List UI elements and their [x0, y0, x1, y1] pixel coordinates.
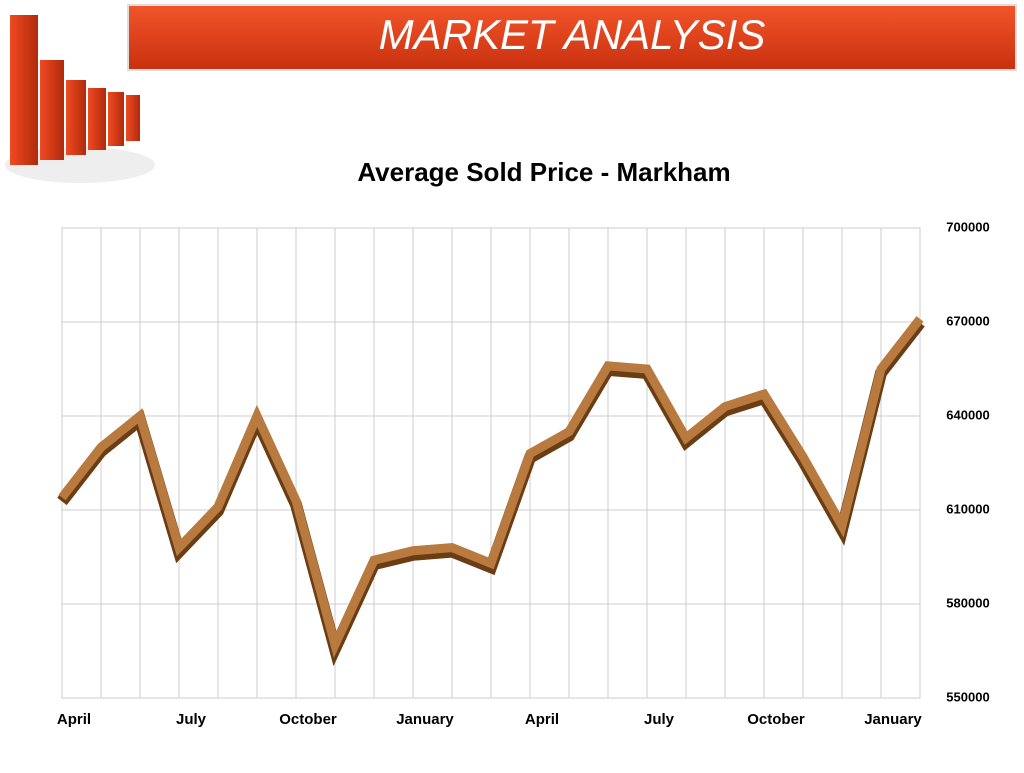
y-tick-label: 700000 [946, 219, 989, 234]
y-tick-label: 610000 [946, 501, 989, 516]
y-tick-label: 550000 [946, 689, 989, 704]
plot: April July October January April July October J… [57, 219, 990, 728]
data-line [58, 316, 924, 658]
x-tick-label: July [176, 711, 207, 728]
x-tick-label: January [864, 711, 922, 728]
header-title: MARKET ANALYSIS [379, 11, 766, 58]
logo-icon [5, 15, 155, 183]
x-tick-label: October [747, 711, 805, 728]
header-bar [127, 4, 1017, 71]
x-tick-label: April [525, 711, 559, 728]
x-tick-label: October [279, 711, 337, 728]
y-tick-label: 670000 [946, 313, 989, 328]
x-tick-label: January [396, 711, 454, 728]
y-tick-label: 640000 [946, 407, 989, 422]
y-tick-label: 580000 [946, 595, 989, 610]
x-tick-label: July [644, 711, 675, 728]
chart-title: Average Sold Price - Markham [357, 157, 730, 187]
x-tick-label: April [57, 711, 91, 728]
